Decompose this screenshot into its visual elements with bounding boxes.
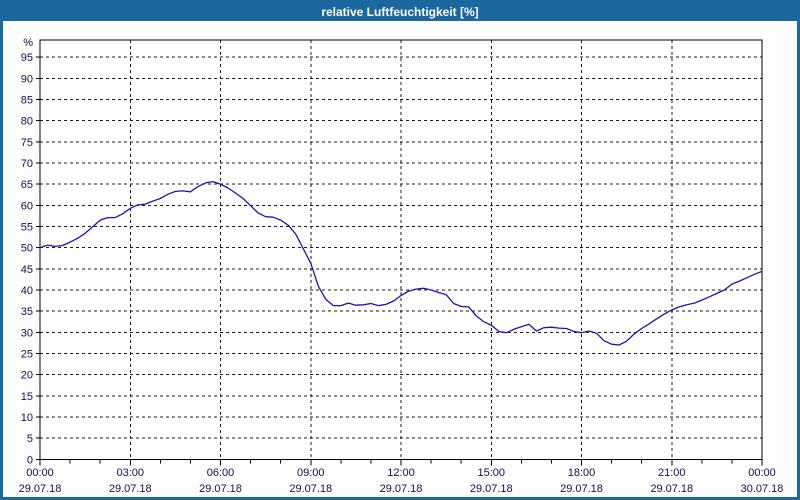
y-axis-unit-label: % [23, 37, 33, 49]
y-tick-label: 40 [21, 285, 33, 297]
gridlines [40, 40, 762, 460]
x-tick-date-label: 29.07.18 [560, 483, 603, 495]
y-tick-label: 25 [21, 348, 33, 360]
y-tick-label: 15 [21, 391, 33, 403]
y-tick-label: 75 [21, 137, 33, 149]
y-tick-label: 45 [21, 264, 33, 276]
x-axis-labels: 00:00 29.07.18 03:00 29.07.18 06:00 29.07.18 0… [19, 467, 784, 495]
humidity-line-chart: 05101520253035404550556065707580859095%0… [19, 37, 784, 495]
y-tick-label: 85 [21, 94, 33, 106]
x-tick-time-label: 09:00 [297, 467, 325, 479]
x-tick-time-label: 21:00 [658, 467, 686, 479]
x-tick-time-label: 06:00 [207, 467, 235, 479]
x-tick-time-label: 00:00 [26, 467, 54, 479]
x-tick-time-label: 15:00 [477, 467, 505, 479]
x-tick-date-label: 29.07.18 [19, 483, 62, 495]
axes [36, 39, 763, 466]
y-tick-label: 20 [21, 370, 33, 382]
y-tick-label: 80 [21, 116, 33, 128]
y-tick-label: 0 [27, 454, 33, 466]
y-tick-label: 65 [21, 179, 33, 191]
y-tick-label: 50 [21, 243, 33, 255]
y-tick-label: 10 [21, 412, 33, 424]
window-titlebar[interactable]: relative Luftfeuchtigkeit [%] [3, 3, 797, 21]
x-tick-date-label: 30.07.18 [741, 483, 784, 495]
y-tick-label: 95 [21, 52, 33, 64]
y-tick-label: 30 [21, 327, 33, 339]
x-tick-time-label: 18:00 [568, 467, 596, 479]
x-tick-date-label: 29.07.18 [380, 483, 423, 495]
x-tick-time-label: 03:00 [116, 467, 144, 479]
window-title: relative Luftfeuchtigkeit [%] [321, 5, 479, 19]
series-line [39, 180, 763, 346]
x-tick-time-label: 12:00 [387, 467, 415, 479]
x-tick-date-label: 29.07.18 [289, 483, 332, 495]
y-tick-label: 70 [21, 158, 33, 170]
y-tick-label: 60 [21, 200, 33, 212]
y-tick-label: 90 [21, 73, 33, 85]
x-tick-date-label: 29.07.18 [109, 483, 152, 495]
chart-panel: 0 5 10 15 20 25 30 35 40 45 50 55 60 65 70 75 80 85 90 95% 0… [3, 21, 797, 497]
x-tick-date-label: 29.07.18 [199, 483, 242, 495]
y-axis-labels: 0 5 10 15 20 25 30 35 40 45 50 55 60 65 70 75 80 85 90 95% [21, 37, 33, 466]
y-tick-label: 35 [21, 306, 33, 318]
x-tick-time-label: 00:00 [748, 467, 776, 479]
x-tick-date-label: 29.07.18 [650, 483, 693, 495]
y-tick-label: 55 [21, 221, 33, 233]
x-tick-date-label: 29.07.18 [470, 483, 513, 495]
y-tick-label: 5 [27, 433, 33, 445]
